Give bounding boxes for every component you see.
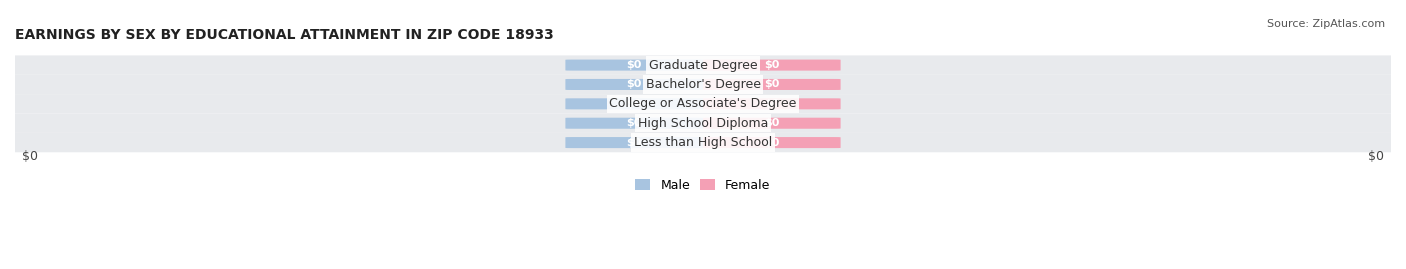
FancyBboxPatch shape [703, 118, 841, 129]
Text: $0: $0 [763, 99, 779, 109]
FancyBboxPatch shape [703, 137, 841, 148]
Text: $0: $0 [763, 118, 779, 128]
Text: $0: $0 [627, 137, 643, 148]
FancyBboxPatch shape [1, 114, 1405, 133]
FancyBboxPatch shape [565, 98, 703, 109]
FancyBboxPatch shape [1, 133, 1405, 152]
Text: $0: $0 [627, 60, 643, 70]
Text: Bachelor's Degree: Bachelor's Degree [645, 78, 761, 91]
Text: $0: $0 [627, 99, 643, 109]
FancyBboxPatch shape [1, 75, 1405, 94]
Legend: Male, Female: Male, Female [631, 175, 775, 196]
FancyBboxPatch shape [1, 94, 1405, 114]
Text: Graduate Degree: Graduate Degree [648, 59, 758, 72]
Text: College or Associate's Degree: College or Associate's Degree [609, 97, 797, 110]
FancyBboxPatch shape [565, 59, 703, 71]
Text: Less than High School: Less than High School [634, 136, 772, 149]
Text: High School Diploma: High School Diploma [638, 117, 768, 130]
Text: $0: $0 [1368, 150, 1384, 163]
FancyBboxPatch shape [703, 59, 841, 71]
FancyBboxPatch shape [703, 98, 841, 109]
Text: $0: $0 [22, 150, 38, 163]
FancyBboxPatch shape [565, 137, 703, 148]
Text: $0: $0 [763, 60, 779, 70]
Text: $0: $0 [763, 79, 779, 90]
Text: Source: ZipAtlas.com: Source: ZipAtlas.com [1267, 19, 1385, 29]
FancyBboxPatch shape [565, 79, 703, 90]
Text: $0: $0 [627, 118, 643, 128]
FancyBboxPatch shape [703, 79, 841, 90]
Text: $0: $0 [627, 79, 643, 90]
Text: EARNINGS BY SEX BY EDUCATIONAL ATTAINMENT IN ZIP CODE 18933: EARNINGS BY SEX BY EDUCATIONAL ATTAINMEN… [15, 29, 554, 43]
Text: $0: $0 [763, 137, 779, 148]
FancyBboxPatch shape [565, 118, 703, 129]
FancyBboxPatch shape [1, 55, 1405, 75]
